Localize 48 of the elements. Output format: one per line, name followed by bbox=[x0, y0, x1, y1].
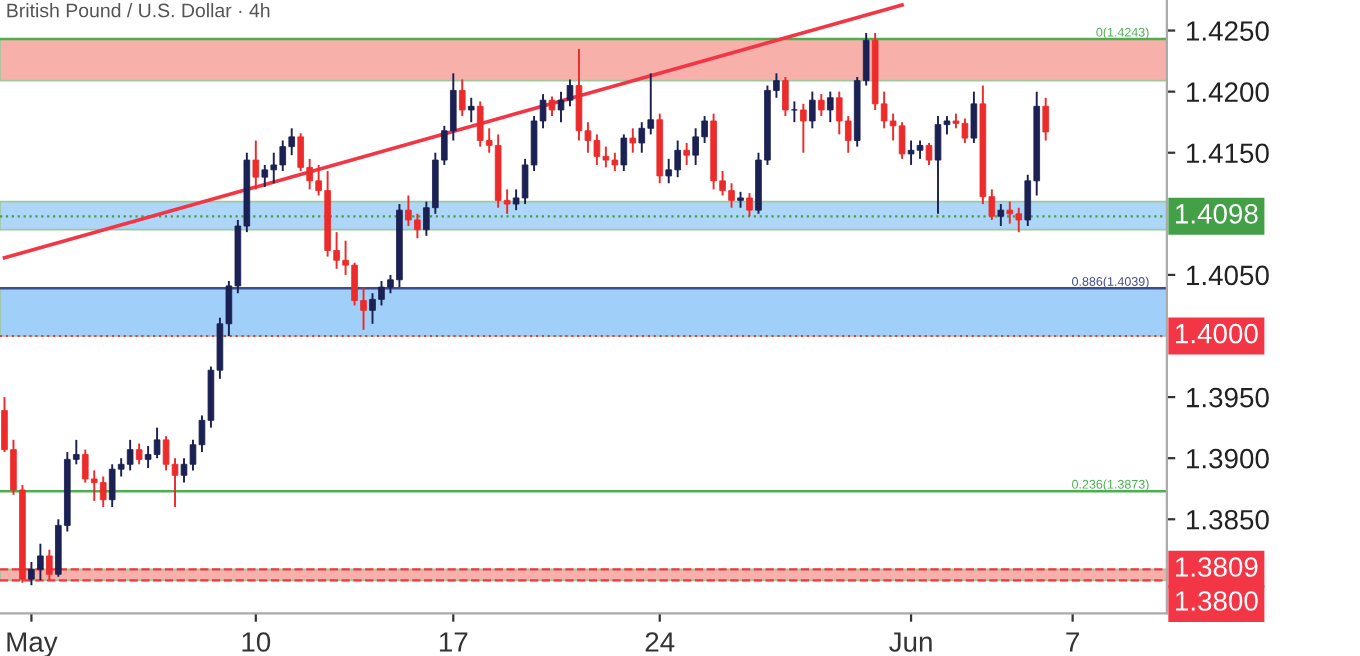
candlestick bbox=[458, 78, 466, 118]
y-tick-label: 1.3950 bbox=[1187, 387, 1269, 408]
ref-line-label: 1.3809 bbox=[1176, 557, 1258, 577]
candlestick bbox=[99, 475, 107, 509]
candlestick bbox=[135, 442, 143, 466]
candlestick bbox=[818, 93, 825, 118]
ref-line-label: 1.4098 bbox=[1176, 204, 1258, 224]
x-tick-label: 17 bbox=[439, 632, 468, 652]
candlestick bbox=[970, 90, 978, 144]
candlestick bbox=[1006, 200, 1014, 225]
ref-line-label: 1.4000 bbox=[1176, 323, 1258, 344]
candlestick bbox=[683, 141, 690, 166]
y-tick-label: 1.4150 bbox=[1187, 143, 1269, 164]
x-tick-label: Jun bbox=[889, 632, 932, 652]
y-tick-label: 1.4250 bbox=[1187, 21, 1269, 41]
candlestick bbox=[557, 90, 565, 124]
candlestick bbox=[126, 438, 134, 472]
candlestick bbox=[925, 141, 933, 166]
candlestick bbox=[800, 102, 807, 154]
y-tick-label: 1.3900 bbox=[1187, 448, 1269, 469]
candlestick bbox=[261, 163, 269, 188]
candlestick bbox=[638, 121, 646, 154]
candlestick bbox=[791, 100, 798, 124]
candlestick bbox=[252, 139, 260, 191]
candlestick bbox=[826, 90, 834, 124]
candlestick bbox=[916, 139, 924, 160]
candlestick bbox=[809, 90, 816, 130]
ref-line-label: 1.3800 bbox=[1176, 591, 1258, 611]
candlestick bbox=[746, 192, 753, 218]
candlestick bbox=[620, 133, 628, 173]
candlestick bbox=[548, 95, 556, 118]
candlestick bbox=[467, 96, 475, 124]
x-tick-label: 10 bbox=[242, 632, 271, 652]
candlestick bbox=[46, 548, 53, 582]
candlestick bbox=[1042, 96, 1049, 142]
candlestick bbox=[934, 115, 942, 215]
y-tick-label: 1.4200 bbox=[1187, 82, 1269, 102]
candlestick bbox=[898, 121, 906, 160]
x-tick-label: 24 bbox=[645, 632, 675, 652]
y-tick-label: 1.4050 bbox=[1187, 265, 1269, 286]
candlestick bbox=[575, 47, 583, 142]
x-tick-label: 7 bbox=[1066, 632, 1079, 652]
candlestick bbox=[629, 127, 637, 154]
candlestick bbox=[782, 76, 789, 118]
candlestick bbox=[153, 426, 161, 460]
y-tick-label: 1.3850 bbox=[1187, 509, 1269, 530]
candlestick bbox=[997, 203, 1005, 228]
chart-title: British Pound / U.S. Dollar · 4h bbox=[7, 3, 270, 18]
